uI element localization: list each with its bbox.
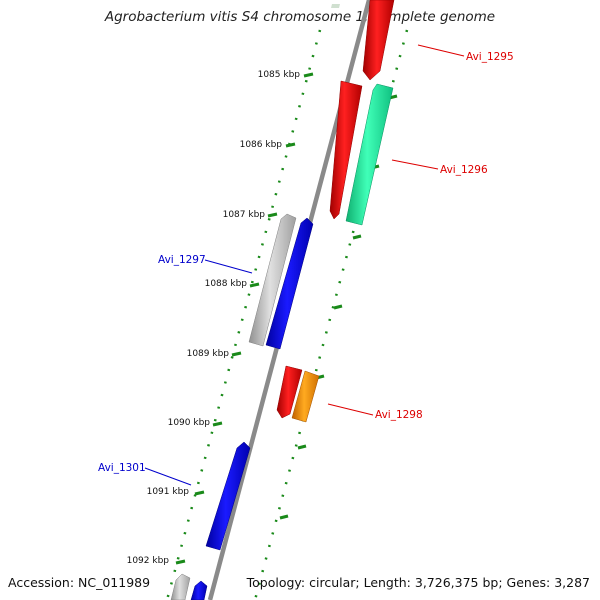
gene-label-avi-1298[interactable]: Avi_1298 [375,409,423,421]
kbp-label-1092: 1092 kbp [127,556,170,566]
map-title: Agrobacterium vitis S4 chromosome 1, com… [104,9,496,25]
gene-label-avi-1295[interactable]: Avi_1295 [466,51,514,63]
gene-avi-1301-arrow[interactable] [205,441,251,551]
gene-avi-1295-arrow[interactable] [362,0,395,81]
leader-avi-1295 [417,44,465,57]
gene-blue-bottom-arrow[interactable] [190,580,208,600]
leader-avi-1296 [391,159,439,170]
gene-avi-1298-orange-arrow[interactable] [291,370,320,423]
ruler-major-ticks [175,72,314,565]
leader-avi-1297 [204,259,253,274]
gene-avi-1297-arrow[interactable] [265,217,314,350]
kbp-label-1089: 1089 kbp [187,349,230,359]
gene-avi-1296-arrow[interactable] [329,80,363,220]
kbp-label-1088: 1088 kbp [205,279,248,289]
gene-gray-arrow[interactable] [248,213,297,347]
kbp-label-1086: 1086 kbp [240,140,283,150]
gene-label-avi-1296[interactable]: Avi_1296 [440,164,488,176]
kbp-label-1091: 1091 kbp [147,487,190,497]
leader-avi-1301 [144,467,192,486]
gene-avi-1298-red-arrow[interactable] [276,365,303,419]
gene-label-avi-1297[interactable]: Avi_1297 [158,254,206,266]
kbp-label-1087: 1087 kbp [223,210,266,220]
gene-label-avi-1301[interactable]: Avi_1301 [98,462,146,474]
kbp-label-1090: 1090 kbp [168,418,211,428]
leader-avi-1298 [327,403,374,416]
genome-summary-text: Topology: circular; Length: 3,726,375 bp… [246,575,590,590]
feature-faded-top [331,4,340,8]
gene-green-arrow[interactable] [345,83,394,226]
accession-text: Accession: NC_011989 [8,575,151,590]
inner-tick-track [165,29,322,600]
kbp-label-1085: 1085 kbp [258,70,301,80]
gene-gray-bottom-arrow[interactable] [170,573,191,600]
